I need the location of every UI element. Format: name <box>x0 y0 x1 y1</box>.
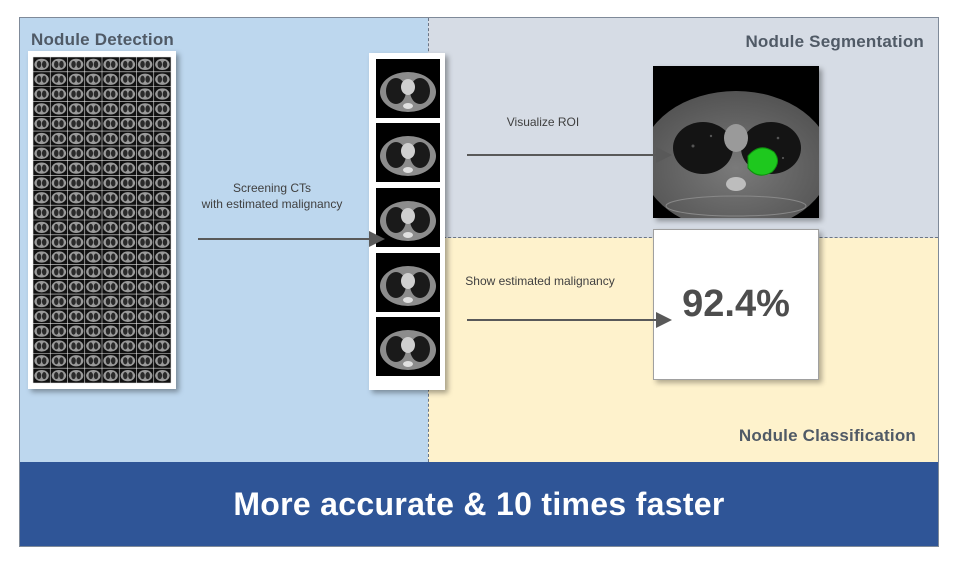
nodule-segmentation-title: Nodule Segmentation <box>745 32 924 51</box>
nodule-classification-title: Nodule Classification <box>738 426 916 445</box>
nodule-detection-title: Nodule Detection <box>31 30 174 49</box>
malignancy-result-box: 92.4% <box>653 229 819 380</box>
screening-label-line2: with estimated malignancy <box>201 197 343 211</box>
show-malignancy-label: Show estimated malignancy <box>465 274 615 288</box>
summary-banner-text: More accurate & 10 times faster <box>233 485 725 522</box>
visualize-roi-label: Visualize ROI <box>506 115 580 129</box>
ct-scan-thumbnail-grid <box>28 51 176 389</box>
segmented-nodule-image <box>641 66 831 231</box>
segmentation-ct-image <box>641 66 831 231</box>
ct-slice-image <box>376 317 440 376</box>
ct-thumbnail-grid-image <box>32 56 172 384</box>
selected-ct-slices <box>369 53 445 390</box>
ct-slice-image <box>376 59 440 118</box>
ct-slice-image <box>376 123 440 182</box>
ct-slice-image <box>376 253 440 312</box>
ct-slice-image <box>376 188 440 247</box>
summary-banner: More accurate & 10 times faster <box>20 462 938 546</box>
malignancy-percentage: 92.4% <box>682 283 790 325</box>
screening-label-line1: Screening CTs <box>232 181 312 195</box>
screening-ct-label: Screening CTs with estimated malignancy <box>186 180 358 212</box>
